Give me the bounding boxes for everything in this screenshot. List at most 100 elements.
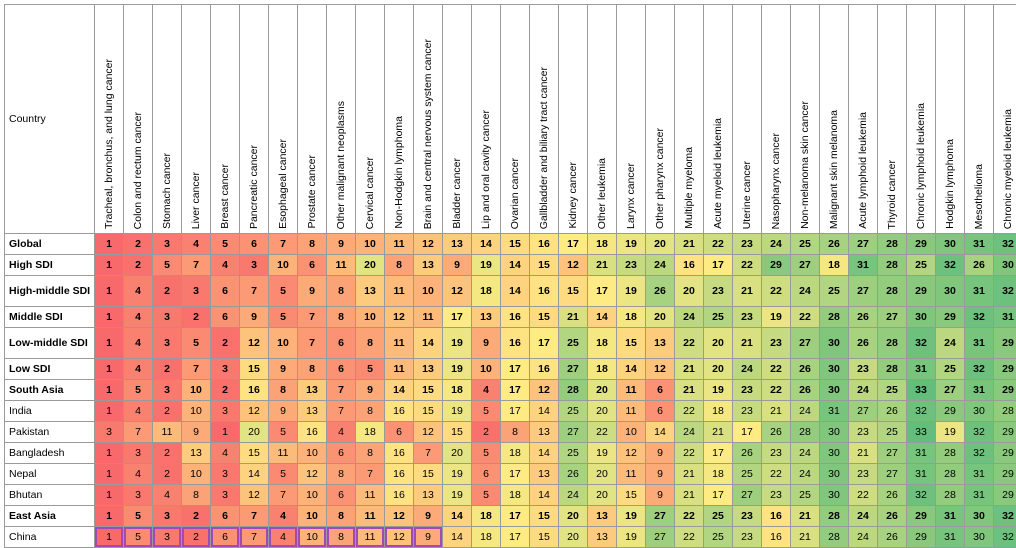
column-header-label: Tracheal, bronchus, and lung cancer	[103, 59, 115, 229]
rank-cell: 23	[762, 328, 791, 359]
rank-cell: 8	[327, 464, 356, 485]
rank-cell: 10	[414, 276, 443, 307]
rank-cell: 3	[124, 485, 153, 506]
rank-cell: 15	[414, 380, 443, 401]
rank-cell: 31	[849, 255, 878, 276]
rank-cell: 29	[762, 255, 791, 276]
rank-cell: 30	[820, 443, 849, 464]
column-header: Liver cancer	[182, 5, 211, 234]
rank-cell: 27	[791, 255, 820, 276]
rank-cell: 2	[182, 307, 211, 328]
rank-cell: 4	[327, 422, 356, 443]
rank-cell: 8	[356, 328, 385, 359]
rank-cell: 1	[95, 464, 124, 485]
rank-cell: 25	[704, 527, 733, 548]
rank-cell: 26	[733, 443, 762, 464]
rank-cell: 1	[95, 307, 124, 328]
rank-cell: 5	[124, 506, 153, 527]
rank-cell: 25	[936, 359, 965, 380]
rank-cell: 18	[704, 464, 733, 485]
rank-cell: 24	[849, 527, 878, 548]
rank-cell: 8	[298, 359, 327, 380]
rank-cell: 21	[588, 255, 617, 276]
rank-cell: 3	[211, 359, 240, 380]
rank-cell: 19	[617, 276, 646, 307]
rank-cell: 22	[762, 380, 791, 401]
rank-cell: 18	[472, 506, 501, 527]
column-header: Larynx cancer	[617, 5, 646, 234]
column-header-label: Esophageal cancer	[277, 139, 289, 229]
rank-cell: 9	[269, 401, 298, 422]
rank-cell: 29	[994, 422, 1016, 443]
rank-cell: 10	[356, 307, 385, 328]
rank-cell: 1	[95, 276, 124, 307]
rank-cell: 13	[414, 359, 443, 380]
rank-cell: 14	[501, 255, 530, 276]
rank-cell: 15	[530, 527, 559, 548]
rank-cell: 20	[704, 328, 733, 359]
column-header-label: Malignant skin melanoma	[828, 110, 840, 229]
rank-cell: 26	[791, 359, 820, 380]
rank-cell: 14	[530, 401, 559, 422]
rank-cell: 11	[385, 359, 414, 380]
rank-cell: 7	[182, 255, 211, 276]
rank-cell: 5	[472, 485, 501, 506]
rank-cell: 28	[791, 422, 820, 443]
rank-cell: 6	[327, 485, 356, 506]
rank-cell: 28	[878, 255, 907, 276]
rank-cell: 27	[733, 485, 762, 506]
ranking-table-wrapper: Country Tracheal, bronchus, and lung can…	[4, 4, 1016, 548]
rank-cell: 27	[849, 276, 878, 307]
rank-cell: 27	[559, 422, 588, 443]
rank-cell: 6	[327, 359, 356, 380]
column-header: Tracheal, bronchus, and lung cancer	[95, 5, 124, 234]
rank-cell: 32	[994, 527, 1016, 548]
rank-cell: 5	[269, 307, 298, 328]
rank-cell: 28	[878, 328, 907, 359]
rank-cell: 25	[559, 443, 588, 464]
rank-cell: 23	[762, 443, 791, 464]
rank-cell: 30	[820, 422, 849, 443]
rank-cell: 21	[762, 401, 791, 422]
rank-cell: 32	[994, 234, 1016, 255]
rank-cell: 3	[153, 234, 182, 255]
rank-cell: 8	[385, 255, 414, 276]
rank-cell: 16	[762, 527, 791, 548]
rank-cell: 7	[182, 359, 211, 380]
rank-cell: 18	[472, 276, 501, 307]
rank-cell: 11	[385, 328, 414, 359]
rank-cell: 5	[182, 328, 211, 359]
column-header-label: Bladder cancer	[451, 158, 463, 229]
rank-cell: 5	[269, 422, 298, 443]
column-header-label: Ovarian cancer	[509, 158, 521, 229]
rank-cell: 2	[182, 506, 211, 527]
rank-cell: 29	[907, 527, 936, 548]
rank-cell: 10	[182, 401, 211, 422]
rank-cell: 3	[211, 485, 240, 506]
rank-cell: 2	[211, 380, 240, 401]
rank-cell: 18	[501, 443, 530, 464]
rank-cell: 27	[878, 464, 907, 485]
rank-cell: 8	[327, 276, 356, 307]
column-header-label: Larynx cancer	[625, 163, 637, 229]
rank-cell: 28	[820, 506, 849, 527]
rank-cell: 31	[907, 359, 936, 380]
rank-cell: 28	[878, 276, 907, 307]
rank-cell: 4	[269, 527, 298, 548]
column-header: Pancreatic cancer	[240, 5, 269, 234]
rank-cell: 25	[878, 380, 907, 401]
column-header-label: Chronic myeloid leukemia	[1002, 109, 1014, 229]
rank-cell: 10	[269, 255, 298, 276]
rank-cell: 16	[530, 234, 559, 255]
rank-cell: 32	[965, 443, 994, 464]
column-header-label: Uterine cancer	[741, 161, 753, 229]
column-header-label: Stomach cancer	[161, 153, 173, 229]
rank-cell: 11	[414, 307, 443, 328]
rank-cell: 7	[269, 485, 298, 506]
rank-cell: 12	[617, 443, 646, 464]
row-country-name: Middle SDI	[5, 307, 95, 328]
rank-cell: 15	[530, 506, 559, 527]
rank-cell: 17	[443, 307, 472, 328]
rank-cell: 26	[559, 464, 588, 485]
